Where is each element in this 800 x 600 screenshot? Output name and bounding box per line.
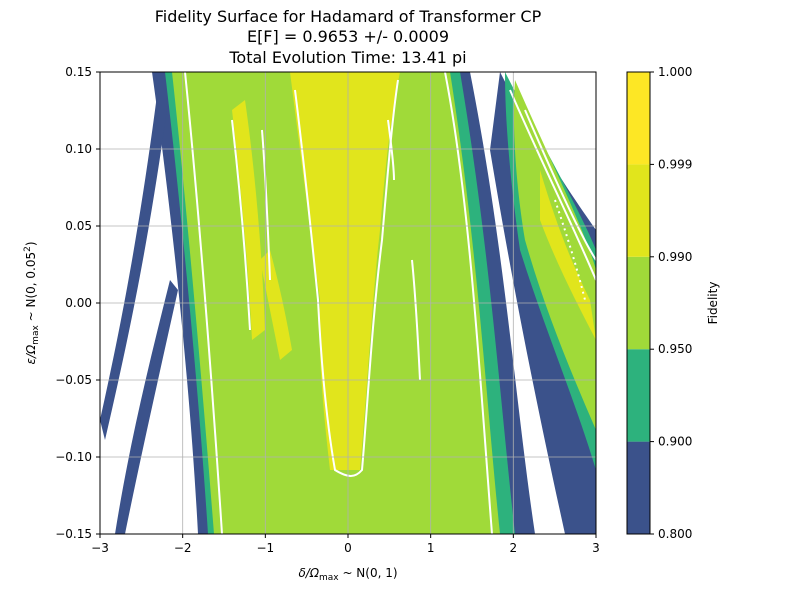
colorbar-tick-label: 0.950 [658, 342, 692, 356]
colorbar-tick-label: 0.800 [658, 527, 692, 541]
colorbar-tick-label: 0.900 [658, 435, 692, 449]
band-099-left [232, 100, 265, 340]
x-tick-label: 3 [592, 541, 600, 555]
x-tick-label: −3 [91, 541, 109, 555]
colorbar: 0.800 0.900 0.950 0.990 0.999 1.000 [626, 65, 692, 541]
y-tick-label: −0.05 [55, 373, 92, 387]
band-080-left-streak-b [115, 280, 178, 534]
y-axis-label-tail: ~ N(0, 0.05 [24, 252, 38, 325]
contour-line-8 [387, 119, 395, 181]
contour-dotted-2 [554, 199, 586, 301]
chart-title-line-1: Fidelity Surface for Hadamard of Transfo… [155, 7, 542, 26]
y-tick-label: −0.10 [55, 450, 92, 464]
contour-line-1 [184, 72, 223, 534]
colorbar-segment [627, 164, 650, 257]
colorbar-segment [627, 72, 650, 165]
colorbar-segment [627, 349, 650, 442]
y-axis-label: ε/Ωmax ~ N(0, 0.052) [23, 241, 41, 364]
x-axis-label: δ/Ωmax ~ N(0, 1) [298, 566, 397, 583]
contour-line-9 [411, 259, 421, 381]
y-tick-label: 0.15 [65, 65, 92, 79]
colorbar-label: Fidelity [706, 282, 720, 325]
colorbar-tick-label: 0.990 [658, 250, 692, 264]
x-tick-label: −1 [256, 541, 274, 555]
x-tick-label: 2 [510, 541, 518, 555]
band-099-right [540, 170, 596, 340]
y-tick-label: 0.10 [65, 142, 92, 156]
band-099-mid [260, 250, 292, 360]
x-axis-label-main: δ/Ω [298, 566, 319, 580]
contour-line-3 [294, 79, 399, 477]
y-tick-label: 0.00 [65, 296, 92, 310]
colorbar-segment [627, 441, 650, 534]
grid [100, 72, 596, 534]
x-axis: −3 −2 −1 0 1 2 3 [91, 534, 600, 555]
x-axis-label-tail: ~ N(0, 1) [339, 566, 398, 580]
y-axis: −0.15 −0.10 −0.05 0.00 0.05 0.10 0.15 [55, 65, 100, 541]
plot-area [99, 71, 597, 535]
y-tick-label: 0.05 [65, 219, 92, 233]
y-axis-label-sub: max [31, 325, 41, 345]
x-tick-label: 0 [344, 541, 352, 555]
colorbar-tick-label: 0.999 [658, 157, 692, 171]
contour-line-4 [509, 89, 596, 281]
contour-lines [184, 72, 596, 534]
y-tick-label: −0.15 [55, 527, 92, 541]
colorbar-frame [626, 71, 651, 535]
x-axis-label-sub: max [319, 573, 339, 583]
chart-title-line-2: E[F] = 0.9653 +/- 0.0009 [247, 27, 449, 46]
contour-dotted-1 [107, 89, 121, 181]
contour-line-7 [261, 129, 271, 281]
x-tick-label: −2 [174, 541, 192, 555]
contour-dotted-lines [107, 89, 586, 301]
x-tick-label: 1 [427, 541, 435, 555]
y-axis-label-close: ) [24, 241, 38, 246]
y-axis-label-main: ε/Ω [24, 344, 38, 365]
band-080-left-streak-a [100, 72, 172, 440]
contour-line-2 [444, 72, 493, 534]
band-099-core [290, 72, 400, 470]
y-axis-label-sup: 2 [23, 246, 33, 252]
colorbar-tick-label: 1.000 [658, 65, 692, 79]
contour-line-6 [231, 119, 251, 331]
chart-title-line-3: Total Evolution Time: 13.41 pi [228, 48, 466, 67]
colorbar-segment [627, 256, 650, 350]
contour-line-5 [524, 109, 596, 261]
